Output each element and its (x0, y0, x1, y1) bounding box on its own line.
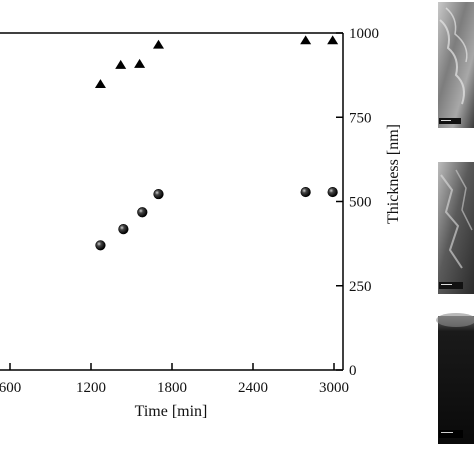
plot-frame (0, 32, 344, 371)
y-tick-label: 750 (349, 110, 372, 126)
x-tick-label: 1200 (76, 380, 106, 396)
y-tick-label: 250 (349, 279, 372, 295)
y-tick-label: 500 (349, 195, 372, 211)
x-tick-label: 3000 (319, 380, 349, 396)
sphere-data-point (118, 224, 129, 235)
sphere-data-point (153, 188, 164, 200)
triangle-data-point (300, 35, 312, 45)
triangle-data-point (115, 59, 127, 69)
y-axis-title-right: Thickness [nm] (385, 124, 402, 224)
x-tick-label: 2400 (238, 380, 268, 396)
x-axis-title: Time [min] (135, 403, 208, 420)
x-tick-label: 1800 (157, 380, 187, 396)
triangle-data-point (153, 39, 164, 49)
x-tick-label: 600 (0, 380, 21, 396)
y-axis-ticks: 0 250 500 750 1000 (336, 26, 379, 379)
data-marks (94, 35, 339, 251)
triangle-data-point (327, 35, 339, 45)
sphere-data-point (137, 207, 148, 218)
sphere-data-point (327, 186, 338, 198)
sem-panel-bottom (436, 313, 474, 444)
sem-panel-middle (438, 162, 474, 294)
sem-panel-top (438, 2, 474, 128)
y-tick-label: 1000 (349, 26, 379, 42)
y-tick-label: 0 (349, 363, 357, 379)
sphere-data-point (300, 186, 311, 198)
sphere-data-point (95, 240, 106, 251)
x-axis-ticks: 600 1200 1800 2400 3000 (0, 363, 349, 396)
triangle-data-point (134, 58, 146, 68)
triangle-data-point (94, 79, 106, 89)
